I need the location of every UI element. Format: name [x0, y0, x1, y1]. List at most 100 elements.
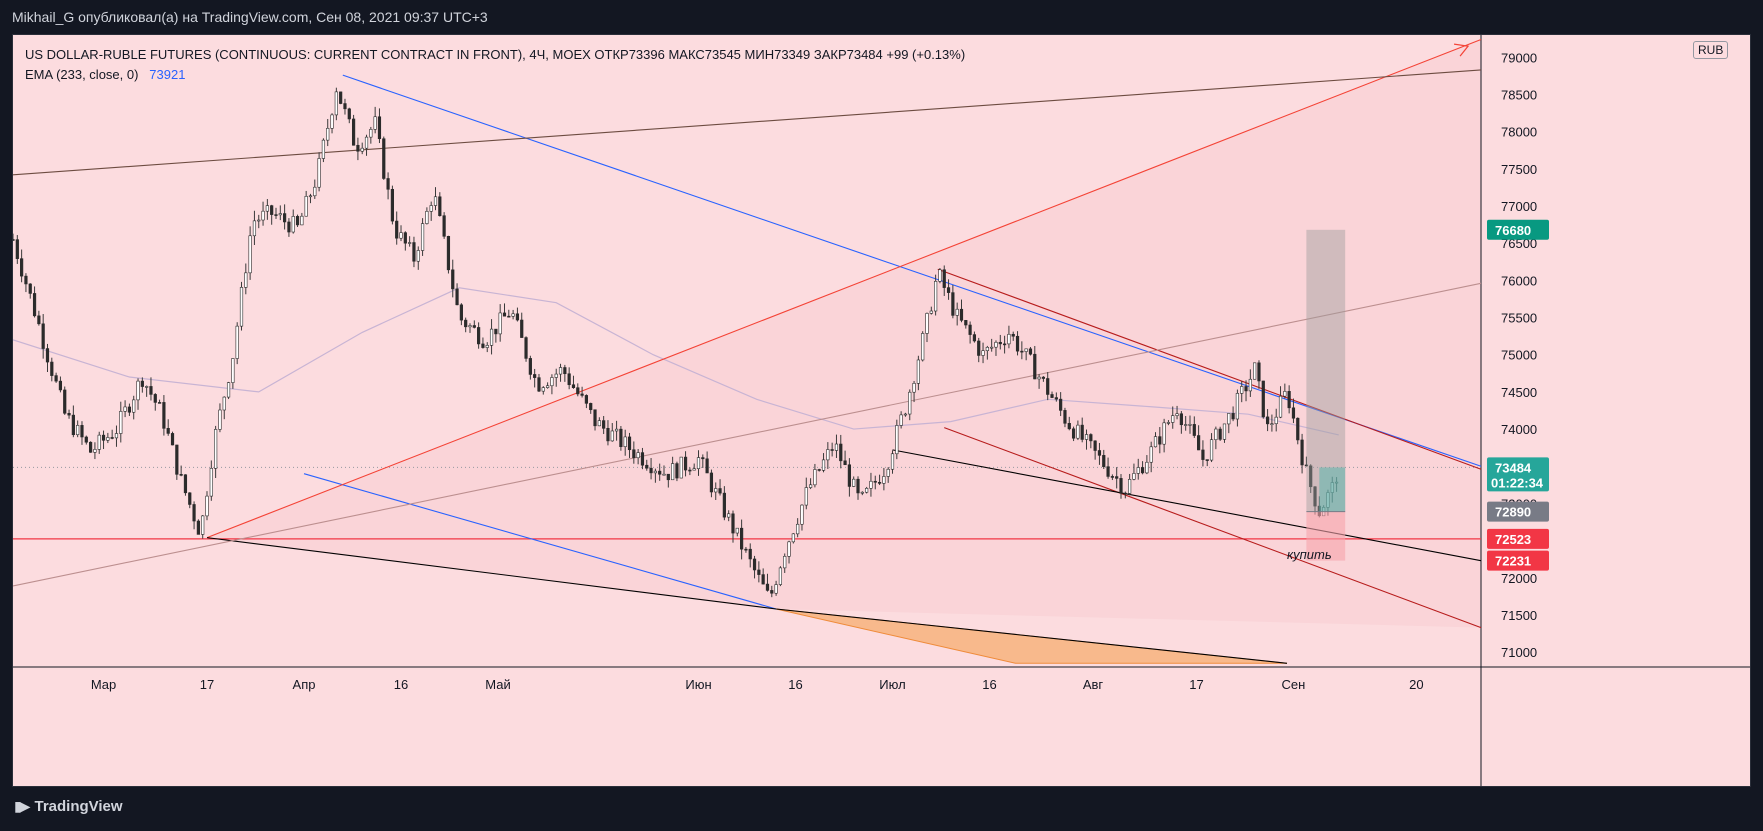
candle-body: [119, 411, 123, 434]
candle-body: [308, 195, 313, 198]
y-tick-label: 74500: [1501, 385, 1537, 400]
candle-body: [339, 91, 343, 104]
ema-line: [13, 287, 1339, 436]
candle-body: [834, 443, 839, 451]
candle-body: [239, 287, 244, 327]
x-tick-label: 17: [1189, 677, 1203, 692]
candle-body: [632, 449, 636, 459]
x-tick-label: Сен: [1282, 677, 1306, 692]
y-tick-label: 75000: [1501, 348, 1537, 363]
trendline: [206, 537, 777, 610]
candle-body: [32, 293, 37, 317]
published-header: Mikhail_G опубликовал(а) на TradingView.…: [0, 0, 1763, 34]
currency-button[interactable]: RUB: [1693, 41, 1729, 59]
candle-body: [1205, 459, 1209, 461]
candle-body: [192, 504, 196, 522]
candle-body: [1054, 397, 1058, 400]
candle-body: [67, 412, 71, 416]
candle-body: [1128, 479, 1132, 494]
candle-body: [395, 220, 399, 239]
candle-body: [1011, 333, 1015, 337]
candle-body: [132, 399, 136, 413]
candle-body: [489, 328, 494, 346]
candle-body: [584, 395, 589, 404]
candle-body: [731, 513, 735, 534]
candle-body: [705, 458, 709, 474]
candle-body: [386, 178, 390, 190]
candle-body: [416, 250, 420, 262]
candle-body: [278, 213, 282, 216]
candle-body: [1033, 353, 1037, 380]
candle-body: [852, 478, 856, 487]
candle-body: [865, 488, 869, 493]
candle-body: [1046, 378, 1050, 395]
candle-body: [231, 358, 235, 383]
candle-body: [1222, 423, 1227, 440]
candle-body: [1071, 428, 1076, 439]
footer: ▮▶ TradingView: [0, 787, 1763, 831]
candle-body: [179, 474, 183, 476]
candle-body: [571, 384, 576, 389]
chart-canvas[interactable]: 7100071500720007250073000735007400074500…: [13, 35, 1751, 787]
candle-body: [464, 319, 468, 328]
candle-body: [377, 116, 382, 140]
trendline: [944, 427, 1482, 629]
candle-body: [636, 452, 640, 459]
candle-body: [24, 275, 28, 285]
candle-body: [903, 413, 908, 416]
candle-body: [1063, 410, 1067, 424]
candle-body: [653, 470, 657, 474]
candle-body: [451, 269, 455, 290]
candle-body: [722, 492, 726, 518]
candle-body: [45, 348, 50, 363]
candle-body: [459, 304, 463, 321]
candle-body: [313, 186, 317, 197]
candle-body: [1283, 391, 1287, 397]
candle-body: [623, 436, 627, 448]
candle-body: [494, 328, 498, 335]
candle-body: [1248, 378, 1252, 392]
price-badge: [1487, 550, 1549, 571]
candle-body: [1291, 407, 1296, 419]
candle-body: [214, 429, 218, 469]
candle-body: [351, 118, 356, 146]
candle-body: [1076, 424, 1080, 439]
candle-body: [97, 434, 101, 450]
candle-body: [951, 292, 955, 316]
candle-body: [425, 211, 429, 224]
price-badge: [1487, 457, 1549, 492]
tradingview-logo[interactable]: ▮▶ TradingView: [14, 798, 123, 815]
candle-body: [201, 515, 205, 535]
candle-body: [977, 340, 981, 356]
candle-body: [934, 281, 938, 312]
candle-body: [373, 116, 377, 130]
candle-body: [468, 325, 472, 328]
y-tick-label: 76000: [1501, 273, 1537, 288]
candle-body: [533, 374, 537, 378]
position-stop-zone: [1306, 511, 1346, 561]
candle-body: [985, 347, 989, 351]
candle-body: [170, 433, 175, 446]
candle-body: [942, 269, 946, 288]
candle-body: [63, 389, 67, 414]
candle-body: [877, 481, 882, 484]
candle-body: [54, 375, 58, 382]
y-tick-label: 72000: [1501, 571, 1537, 586]
chart-panel[interactable]: 7100071500720007250073000735007400074500…: [12, 34, 1751, 787]
candle-body: [1106, 466, 1110, 477]
candle-body: [727, 513, 731, 518]
candle-body: [321, 139, 326, 159]
candle-body: [847, 464, 851, 487]
candle-body: [334, 91, 338, 116]
candle-body: [774, 584, 778, 594]
candle-body: [1123, 492, 1127, 495]
candle-body: [761, 574, 765, 585]
candle-body: [765, 583, 770, 591]
candle-body: [856, 478, 860, 494]
candle-body: [1197, 435, 1201, 451]
candle-body: [1132, 473, 1136, 480]
candle-body: [123, 406, 127, 412]
candle-body: [1041, 376, 1046, 379]
candle-body: [270, 205, 274, 215]
candle-body: [981, 350, 985, 356]
